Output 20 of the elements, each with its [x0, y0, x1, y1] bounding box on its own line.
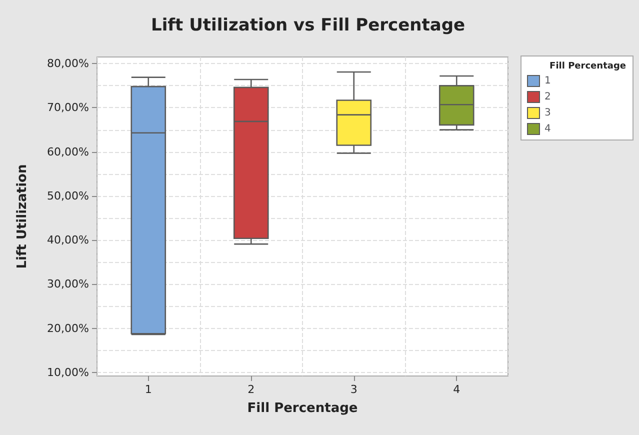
y-tick-label: 50,00%: [47, 189, 89, 202]
y-tick-label: 30,00%: [47, 278, 89, 291]
y-tick-label: 60,00%: [47, 145, 89, 158]
legend-label: 4: [544, 124, 551, 134]
y-tick-label: 10,00%: [47, 366, 89, 379]
legend-label: 1: [544, 76, 551, 86]
x-tick-label: 3: [350, 383, 358, 396]
y-axis-title: Lift Utilization: [15, 164, 30, 269]
y-tick-label: 70,00%: [47, 101, 89, 114]
x-tick-label: 2: [248, 383, 255, 396]
legend-title: Fill Percentage: [550, 62, 626, 72]
y-tick-label: 80,00%: [47, 57, 89, 70]
x-tick-label: 4: [453, 383, 460, 396]
x-axis-title: Fill Percentage: [247, 401, 358, 416]
y-tick-label: 20,00%: [47, 322, 89, 335]
y-tick-label: 40,00%: [47, 234, 89, 247]
chart-title: Lift Utilization vs Fill Percentage: [150, 16, 466, 36]
legend-label: 2: [544, 92, 551, 102]
x-tick-label: 1: [144, 383, 152, 396]
legend-label: 3: [544, 108, 551, 118]
